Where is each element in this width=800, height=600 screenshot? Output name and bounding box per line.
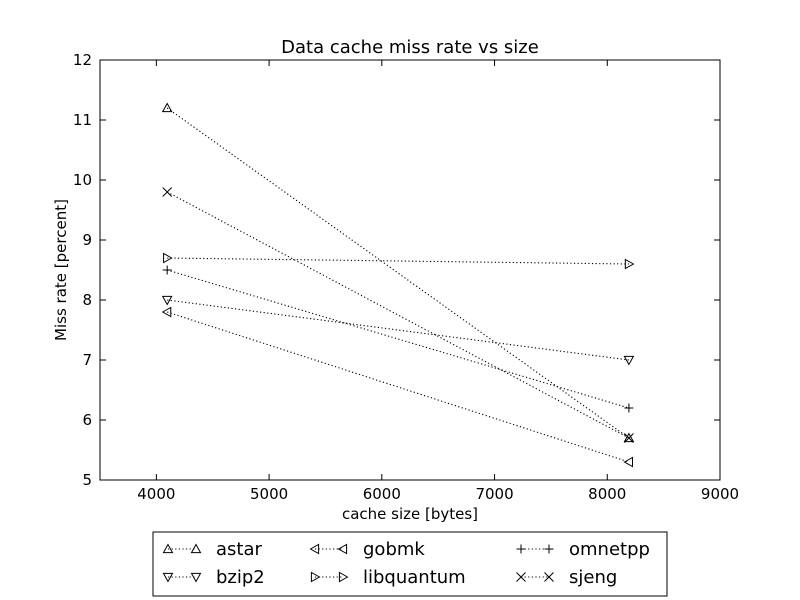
legend-label: astar bbox=[216, 539, 262, 560]
plot-area bbox=[99, 59, 721, 481]
data-point-omnetpp bbox=[162, 265, 172, 275]
data-point-sjeng bbox=[624, 433, 634, 443]
legend-item-gobmk: gobmk bbox=[309, 539, 425, 560]
y-tick-label: 6 bbox=[82, 411, 92, 429]
x-tick-label: 6000 bbox=[363, 485, 401, 503]
legend-marker bbox=[310, 571, 321, 583]
y-axis-label: Miss rate [percent] bbox=[52, 199, 70, 341]
legend-marker bbox=[338, 571, 349, 583]
legend-item-astar: astar bbox=[162, 539, 262, 560]
y-tick-label: 8 bbox=[82, 291, 92, 309]
x-axis: 4000 5000 6000 7000 8000 9000 bbox=[137, 60, 739, 503]
legend-marker bbox=[162, 543, 174, 554]
legend-marker bbox=[337, 543, 348, 555]
series-lines bbox=[166, 107, 630, 463]
data-point-gobmk bbox=[623, 456, 634, 468]
y-tick-label: 5 bbox=[82, 471, 92, 489]
legend-item-bzip2: bzip2 bbox=[162, 567, 265, 588]
data-point-gobmk bbox=[161, 306, 172, 318]
data-point-astar bbox=[161, 102, 173, 113]
legend: astar bzip2 gobmk libquantum omnetpp sjeng bbox=[152, 531, 668, 597]
legend-item-libquantum: libquantum bbox=[310, 567, 466, 588]
legend-label: libquantum bbox=[363, 567, 466, 588]
legend-label: omnetpp bbox=[569, 539, 650, 560]
data-point-libquantum bbox=[163, 252, 173, 264]
legend-marker bbox=[516, 544, 526, 554]
x-tick-label: 4000 bbox=[137, 485, 175, 503]
x-axis-label: cache size [bytes] bbox=[342, 505, 478, 523]
y-tick-label: 7 bbox=[82, 351, 92, 369]
series-line-sjeng bbox=[166, 191, 630, 439]
data-point-libquantum bbox=[624, 258, 635, 270]
x-tick-label: 5000 bbox=[250, 485, 288, 503]
data-point-omnetpp bbox=[624, 403, 634, 413]
series-markers bbox=[161, 102, 635, 468]
series-line-libquantum bbox=[167, 257, 629, 265]
x-tick-label: 7000 bbox=[475, 485, 513, 503]
legend-marker bbox=[544, 544, 554, 554]
legend-label: sjeng bbox=[569, 567, 617, 588]
y-axis: 5 6 7 8 9 10 11 12 bbox=[73, 51, 720, 489]
data-point-bzip2 bbox=[161, 295, 173, 306]
legend-marker bbox=[190, 543, 202, 554]
x-tick-label: 9000 bbox=[701, 485, 739, 503]
y-tick-label: 11 bbox=[73, 111, 92, 129]
y-tick-label: 12 bbox=[73, 51, 92, 69]
legend-marker bbox=[309, 543, 320, 555]
legend-label: bzip2 bbox=[216, 567, 265, 588]
series-line-omnetpp bbox=[167, 269, 630, 409]
legend-item-omnetpp: omnetpp bbox=[516, 539, 650, 560]
y-tick-label: 9 bbox=[82, 231, 92, 249]
data-point-astar bbox=[623, 432, 635, 443]
chart-title: Data cache miss rate vs size bbox=[281, 37, 539, 58]
legend-marker bbox=[544, 572, 554, 582]
data-point-bzip2 bbox=[623, 355, 635, 366]
legend-item-sjeng: sjeng bbox=[516, 567, 617, 588]
legend-label: gobmk bbox=[363, 539, 425, 560]
x-tick-label: 8000 bbox=[588, 485, 626, 503]
data-point-sjeng bbox=[162, 187, 173, 197]
legend-marker bbox=[162, 572, 174, 583]
legend-marker bbox=[516, 572, 526, 582]
series-line-astar bbox=[166, 107, 630, 439]
y-tick-label: 10 bbox=[73, 171, 92, 189]
legend-box bbox=[152, 531, 668, 597]
legend-marker bbox=[190, 572, 202, 583]
